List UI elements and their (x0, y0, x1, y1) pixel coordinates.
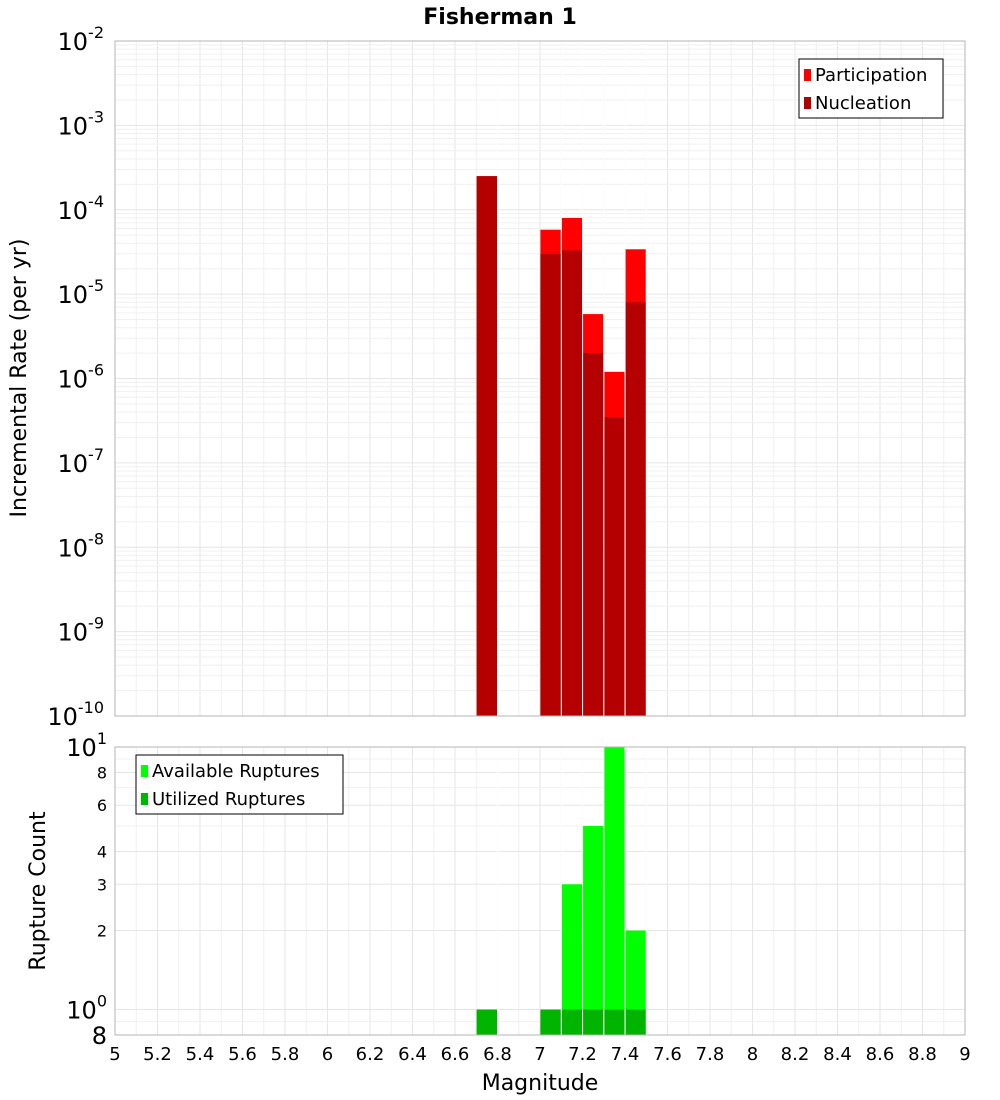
top-plot-area: 10-2 10-3 10-4 10-5 10-6 10-7 10-8 10-9 10-10 Par… (47, 23, 966, 731)
top-bar-nucleation (561, 250, 583, 717)
top-bar-nucleation (476, 176, 498, 716)
legend-label: Nucleation (815, 93, 911, 114)
y-tick-label: 10-3 (58, 107, 105, 140)
x-tick-label: 7.2 (568, 1044, 597, 1065)
bottom-bar-utilized-ruptures (476, 1009, 498, 1035)
top-bar-nucleation (604, 416, 625, 716)
x-tick-label: 8.6 (866, 1044, 895, 1065)
y-tick-label: 3 (97, 875, 107, 894)
bottom-bar-available-ruptures (561, 884, 583, 1035)
bottom-bar-utilized-ruptures (561, 1009, 583, 1035)
x-tick-label: 6.6 (441, 1044, 470, 1065)
y-tick-label: 10-9 (58, 614, 105, 647)
top-bar-nucleation (625, 302, 646, 716)
top-bar-nucleation (582, 353, 604, 716)
y-tick-label: 10-4 (58, 192, 105, 225)
x-tick-label: 5.2 (143, 1044, 172, 1065)
x-axis-label: Magnitude (482, 1071, 599, 1096)
legend-frame (798, 58, 944, 119)
x-tick-label: 8 (747, 1044, 758, 1065)
x-tick-label: 7.6 (653, 1044, 682, 1065)
y-tick-label: 2 (97, 922, 107, 941)
x-tick-label: 5 (109, 1044, 120, 1065)
bottom-bar-utilized-ruptures (625, 1009, 646, 1035)
x-tick-label: 9 (959, 1044, 970, 1065)
y-tick-label: 4 (97, 842, 107, 861)
bottom-bar-available-ruptures (625, 930, 646, 1035)
legend-label: Participation (815, 65, 927, 86)
bottom-bar-available-ruptures (604, 747, 625, 1035)
bottom-plot-border (114, 746, 966, 1036)
legend-swatch (804, 69, 811, 81)
y-tick-label: 8 (92, 1022, 107, 1050)
x-tick-label: 5.8 (271, 1044, 300, 1065)
bottom-bar-utilized-ruptures (582, 1009, 604, 1035)
x-tick-label: 6.2 (356, 1044, 385, 1065)
y-tick-label: 8 (97, 763, 107, 782)
y-tick-label: 10-10 (47, 698, 104, 731)
bottom-bar-utilized-ruptures (604, 1009, 625, 1035)
bottom-bar-available-ruptures (582, 826, 604, 1035)
top-bar-nucleation (540, 253, 561, 716)
x-tick-label: 7.4 (611, 1044, 640, 1065)
bottom-y-axis-label: Rupture Count (26, 811, 51, 971)
x-tick-label: 8.8 (908, 1044, 937, 1065)
top-plot-border (114, 40, 966, 717)
x-tick-label: 6 (322, 1044, 333, 1065)
legend-label: Utilized Ruptures (152, 789, 305, 810)
y-tick-label: 10-5 (58, 276, 105, 309)
y-tick-label: 10-8 (58, 529, 105, 562)
y-tick-label: 10-6 (58, 361, 105, 394)
x-tick-label: 6.4 (398, 1044, 427, 1065)
y-tick-label: 6 (97, 796, 107, 815)
legend-swatch (804, 97, 811, 109)
x-tick-label: 7.8 (696, 1044, 725, 1065)
y-tick-label: 101 (66, 729, 107, 762)
legend-swatch (141, 765, 148, 777)
y-tick-label: 10-7 (58, 445, 105, 478)
chart-title: Fisherman 1 (423, 5, 577, 30)
legend-frame (135, 754, 344, 815)
x-tick-label: 5.6 (228, 1044, 257, 1065)
legend-swatch (141, 793, 148, 805)
bottom-bar-utilized-ruptures (540, 1009, 561, 1035)
x-tick-label: 8.4 (823, 1044, 852, 1065)
top-y-axis-label: Incremental Rate (per yr) (7, 239, 32, 518)
x-tick-label: 8.2 (781, 1044, 810, 1065)
legend-label: Available Ruptures (152, 761, 320, 782)
y-tick-label: 100 (66, 992, 107, 1025)
y-tick-label: 10-2 (58, 23, 105, 56)
x-tick-label: 7 (534, 1044, 545, 1065)
x-tick-label: 5.4 (186, 1044, 215, 1065)
x-tick-label: 6.8 (483, 1044, 512, 1065)
